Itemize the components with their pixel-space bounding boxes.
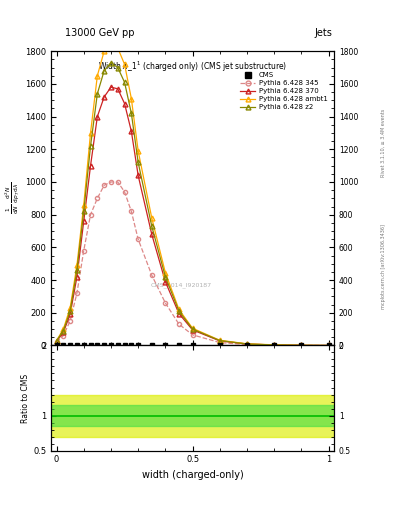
Text: 13000 GeV pp: 13000 GeV pp <box>65 28 134 38</box>
Text: CMS_2014_I920187: CMS_2014_I920187 <box>151 283 212 288</box>
Y-axis label: Ratio to CMS: Ratio to CMS <box>21 373 30 422</box>
Text: Jets: Jets <box>314 28 332 38</box>
Text: Width $\lambda\_1^1$ (charged only) (CMS jet substructure): Width $\lambda\_1^1$ (charged only) (CMS… <box>98 60 287 74</box>
X-axis label: width (charged-only): width (charged-only) <box>142 470 243 480</box>
Text: Rivet 3.1.10, ≥ 3.4M events: Rivet 3.1.10, ≥ 3.4M events <box>381 109 386 178</box>
Legend: CMS, Pythia 6.428 345, Pythia 6.428 370, Pythia 6.428 ambt1, Pythia 6.428 z2: CMS, Pythia 6.428 345, Pythia 6.428 370,… <box>237 70 331 113</box>
Y-axis label: $\frac{1}{\mathrm{d}N}$ $\frac{\mathrm{d}^2N}{\mathrm{d}p_T\,\mathrm{d}\lambda}$: $\frac{1}{\mathrm{d}N}$ $\frac{\mathrm{d… <box>4 182 22 215</box>
Text: mcplots.cern.ch [arXiv:1306.3436]: mcplots.cern.ch [arXiv:1306.3436] <box>381 224 386 309</box>
Bar <box>51 395 334 437</box>
Bar <box>51 405 334 426</box>
